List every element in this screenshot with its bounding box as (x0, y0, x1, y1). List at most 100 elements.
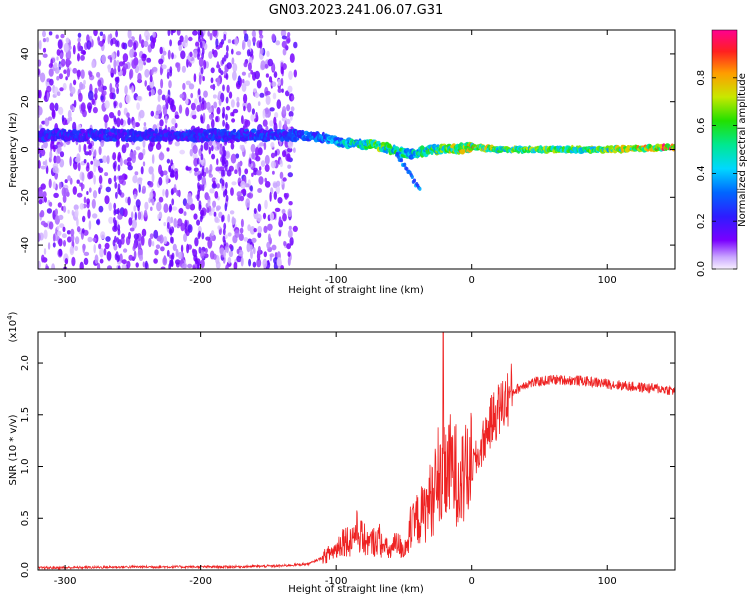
spectrogram-noise-cell (213, 211, 217, 217)
spectrogram-streak-cell (197, 88, 201, 96)
spectrogram-noise-cell (205, 236, 211, 241)
spectrogram-noise-cell (83, 159, 87, 164)
spectrogram-noise-cell (138, 33, 142, 44)
spectrogram-noise-cell (98, 187, 101, 195)
spectrogram-noise-cell (264, 63, 269, 69)
spectrogram-noise-cell (264, 181, 271, 188)
spectrogram-noise-cell (190, 92, 194, 99)
spectrogram-noise-cell (252, 36, 257, 43)
spectrogram-noise-cell (257, 225, 263, 234)
spectrogram-noise-cell (251, 30, 256, 37)
spectrogram-noise-cell (171, 118, 177, 125)
spectrogram-noise-cell (255, 111, 258, 121)
spectrogram-streak-cell (200, 144, 204, 152)
spectrogram-streak-cell (196, 157, 200, 165)
spectrogram-noise-cell (227, 232, 232, 237)
spectrogram-noise-cell (108, 202, 112, 212)
spectrogram-noise-cell (287, 85, 293, 93)
spectrogram-noise-cell (40, 148, 46, 157)
spectrogram-noise-cell (248, 258, 252, 267)
spectrogram-streak-cell (197, 46, 201, 54)
spectrogram-noise-cell (174, 114, 180, 120)
spectrogram-noise-cell (278, 230, 282, 237)
spectrogram-noise-cell (70, 104, 74, 110)
spectrogram-streak-cell (117, 164, 121, 172)
snr-y-ticks: 0.0 0.5 1.0 1.5 2.0 (20, 355, 675, 578)
spectrogram-noise-cell (72, 186, 78, 195)
spectrogram-noise-cell (142, 185, 146, 193)
spectrogram-streak-cell (222, 190, 226, 198)
spectrogram-noise-cell (163, 203, 169, 214)
spectrogram-noise-cell (168, 80, 172, 89)
spectrogram-spur-cell (412, 178, 417, 183)
spectrogram-noise-cell (77, 70, 80, 80)
spectrogram-noise-cell (192, 114, 197, 120)
spectrogram-streak-cell (225, 194, 229, 202)
spectrogram-noise-cell (133, 205, 137, 212)
spectrogram-noise-cell (288, 70, 293, 81)
spectrogram-noise-cell (150, 110, 155, 117)
spectrogram-noise-cell (236, 191, 242, 198)
spectrogram-noise-cell (158, 164, 163, 175)
spectrogram-noise-cell (228, 250, 234, 258)
spectrogram-noise-cell (287, 32, 291, 37)
spectrogram-noise-cell (257, 232, 262, 238)
spectrogram-noise-cell (209, 32, 213, 41)
spectrogram-noise-cell (250, 143, 256, 153)
spectrogram-noise-cell (108, 177, 112, 185)
spectrogram-noise-cell (82, 243, 86, 250)
spectrogram-noise-cell (255, 155, 261, 162)
spectrogram-noise-cell (171, 206, 178, 211)
spectrogram-noise-cell (45, 265, 50, 269)
spectrogram-noise-cell (120, 118, 124, 126)
spectrogram-noise-cell (162, 256, 168, 266)
snr-x-ticks: -300 -200 -100 0 100 (54, 332, 617, 587)
spectrogram-ridge-cell (430, 150, 434, 155)
spectrogram-y-tick-label: 0 (20, 146, 31, 152)
spectrogram-streak-cell (223, 33, 227, 41)
spectrogram-noise-cell (88, 149, 92, 156)
snr-scale-exponent: 4 (6, 315, 14, 320)
spectrogram-noise-cell (253, 228, 257, 233)
spectrogram-noise-cell (256, 258, 262, 268)
spectrogram-noise-cell (42, 30, 46, 38)
spectrogram-noise-cell (219, 247, 225, 256)
spectrogram-noise-cell (281, 208, 286, 215)
spectrogram-noise-cell (109, 92, 114, 100)
spectrogram-noise-cell (163, 222, 166, 227)
spectrogram-noise-cell (158, 58, 164, 65)
spectrogram-noise-cell (160, 266, 166, 269)
spectrogram-noise-cell (162, 106, 168, 116)
spectrogram-noise-cell (192, 153, 198, 160)
spectrogram-noise-cell (289, 53, 295, 63)
spectrogram-noise-cell (74, 236, 80, 245)
spectrogram-noise-cell (133, 242, 137, 250)
spectrogram-streak-cell (200, 116, 204, 124)
spectrogram-noise-cell (60, 33, 65, 39)
colorbar-tick-label: 0.8 (696, 70, 707, 86)
spectrogram-noise-cell (186, 243, 190, 254)
spectrogram-noise-cell (138, 152, 144, 161)
spectrogram-noise-cell (238, 166, 242, 177)
spectrogram-noise-cell (228, 91, 233, 99)
spectrogram-noise-cell (218, 98, 222, 107)
spectrogram-noise-cell (213, 101, 218, 109)
spectrogram-streak-cell (116, 87, 119, 95)
spectrogram-noise-cell (230, 153, 237, 164)
spectrogram-noise-cell (67, 209, 70, 214)
spectrogram-noise-cell (240, 180, 246, 189)
spectrogram-noise-cell (71, 256, 76, 267)
spectrogram-noise-cell (54, 208, 58, 216)
spectrogram-noise-cell (48, 68, 54, 77)
spectrogram-noise-cell (265, 73, 269, 78)
spectrogram-noise-cell (78, 92, 83, 103)
spectrogram-noise-cell (251, 172, 254, 177)
spectrogram-noise-cell (76, 179, 80, 184)
spectrogram-noise-cell (262, 109, 266, 119)
spectrogram-noise-cell (236, 101, 240, 108)
spectrogram-noise-cell (274, 150, 278, 157)
spectrogram-noise-cell (215, 38, 219, 48)
spectrogram-noise-cell (73, 99, 77, 108)
spectrogram-noise-cell (160, 78, 164, 89)
spectrogram-noise-cell (250, 113, 256, 122)
